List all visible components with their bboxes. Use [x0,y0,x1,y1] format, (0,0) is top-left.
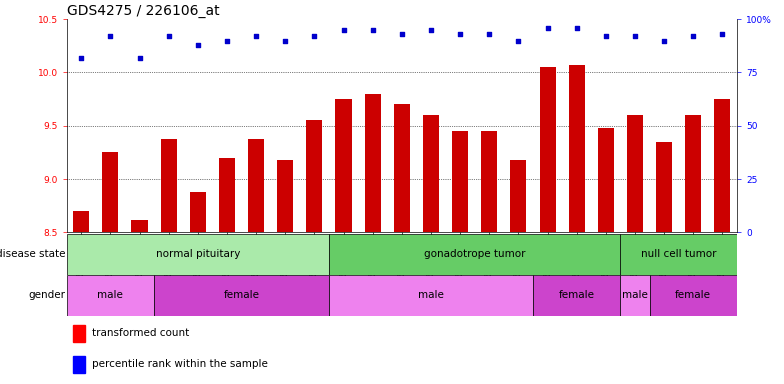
Point [250,33,263,39]
Bar [161,139,176,232]
Bar [248,139,264,232]
Bar [394,104,410,232]
Text: transformed count: transformed count [92,328,190,338]
Bar [74,356,85,373]
Bar [568,65,585,232]
Bar [336,99,351,232]
Point [571,25,583,31]
Point [220,37,233,43]
Point [629,33,641,39]
Bar [67,275,154,316]
Point [104,33,117,39]
Text: normal pituitary: normal pituitary [155,249,240,260]
Bar [539,67,556,232]
Bar [656,142,672,232]
Bar [481,131,497,232]
Bar [620,234,737,275]
Point [425,27,437,33]
Point [454,31,466,37]
Bar [649,275,737,316]
Point [133,55,146,61]
Point [716,31,728,37]
Bar [714,99,731,232]
Text: male: male [418,290,444,301]
Point [191,42,204,48]
Bar [365,94,381,232]
Bar [597,128,614,232]
Point [395,31,408,37]
Text: GDS4275 / 226106_at: GDS4275 / 226106_at [67,4,220,18]
Text: percentile rank within the sample: percentile rank within the sample [92,359,268,369]
Bar [307,121,322,232]
Point [366,27,379,33]
Bar [510,160,526,232]
Bar [73,211,89,232]
Text: female: female [675,290,711,301]
Text: gender: gender [28,290,65,301]
Point [483,31,495,37]
Text: null cell tumor: null cell tumor [641,249,717,260]
Text: disease state: disease state [0,249,65,260]
Point [687,33,699,39]
Bar [154,275,329,316]
Point [308,33,321,39]
Point [279,37,292,43]
Bar [627,115,643,232]
Bar [329,275,533,316]
Text: gonadotrope tumor: gonadotrope tumor [424,249,525,260]
Point [337,27,350,33]
Bar [103,152,118,232]
Bar [533,275,620,316]
Bar [132,220,147,232]
Bar [329,234,620,275]
Bar [219,158,235,232]
Text: female: female [559,290,595,301]
Text: male: male [97,290,123,301]
Bar [685,115,701,232]
Bar [190,192,206,232]
Text: male: male [622,290,648,301]
Bar [74,325,85,342]
Text: female: female [223,290,260,301]
Point [658,37,670,43]
Point [512,37,524,43]
Bar [423,115,439,232]
Bar [67,234,329,275]
Bar [620,275,649,316]
Point [541,25,554,31]
Point [75,55,88,61]
Bar [278,160,293,232]
Point [600,33,612,39]
Bar [452,131,468,232]
Point [162,33,175,39]
